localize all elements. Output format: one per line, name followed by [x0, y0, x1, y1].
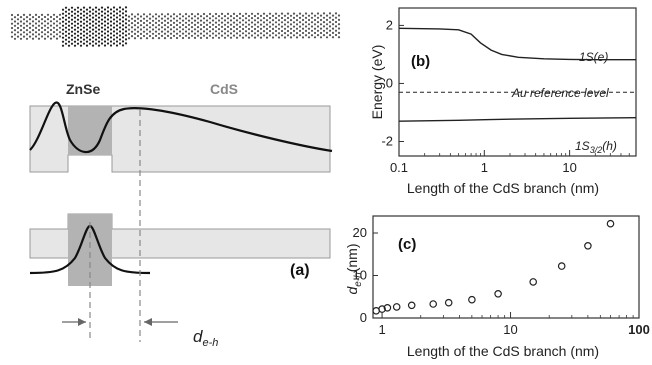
panel-c-data-point — [392, 303, 401, 311]
distance-arrow-right — [144, 318, 178, 326]
znse-zone-label: ZnSe — [66, 81, 100, 97]
panel-c-data-point — [557, 262, 566, 270]
panel-c-xlabel: Length of the CdS branch (nm) — [407, 343, 599, 359]
panel-c-xtick-label: 1 — [378, 322, 385, 337]
panel-c-data-point — [494, 289, 502, 298]
series-1se-curve — [398, 27, 636, 61]
cds-zone-label: CdS — [210, 81, 238, 97]
panel-c-data-point — [468, 295, 476, 304]
panel-b-ticks — [398, 24, 630, 156]
panel-b-label: (b) — [411, 53, 430, 70]
panel-b-ytick-label: 0 — [386, 75, 393, 90]
panel-c-ytick-label: 20 — [353, 225, 367, 240]
panel-b-curves — [398, 27, 637, 122]
panel-c-data-point — [407, 301, 416, 310]
panel-b-xtick-label: 10 — [562, 160, 576, 175]
panel-c-ylabel-sub: e-h — [353, 272, 364, 287]
electron-wavefunction — [29, 101, 333, 154]
panel-b-xlabel: Length of the CdS branch (nm) — [407, 180, 599, 196]
panel-b-h-label-sub: 3/2 — [590, 145, 603, 155]
panel-b-h-label-tail: (h) — [602, 139, 617, 153]
panel-b-ytick-label: 2 — [386, 17, 393, 32]
distance-arrow-left — [62, 318, 86, 326]
panel-c-label: (c) — [398, 236, 416, 253]
panel-b-h-label: 1S3/2(h) — [575, 139, 617, 155]
panel-c-tick-labels: 1 10 100 0 10 20 — [353, 225, 650, 337]
panel-c-ticks — [373, 232, 640, 319]
panel-b-tick-labels: 0.1 1 10 2 0 -2 — [381, 17, 576, 175]
panel-c-xtick-label: 100 — [628, 322, 650, 337]
panel-c-data-point — [584, 242, 592, 250]
panel-c-data-point — [444, 298, 453, 307]
panel-c-ytick-label: 10 — [353, 268, 367, 283]
nanorod-structure — [10, 6, 341, 47]
panel-c-frame — [372, 215, 640, 319]
panel-c-data-point — [383, 303, 392, 312]
panel-c-points — [372, 219, 615, 315]
panel-c-ylabel-unit: (nm) — [344, 243, 360, 272]
panel-c-data-point — [378, 305, 386, 313]
panel-c-xtick-label: 10 — [503, 322, 517, 337]
series-1s32h-curve — [398, 117, 637, 122]
panel-b-e-label: 1S(e) — [579, 50, 608, 64]
distance-label: de-h — [193, 327, 218, 349]
panel-b-au-label: Au reference level — [511, 86, 609, 100]
panel-b-ytick-label: -2 — [381, 133, 393, 148]
panel-c-ytick-label: 0 — [360, 310, 367, 325]
panel-c-ylabel: de-h(nm) — [344, 243, 364, 294]
panel-b-frame — [398, 7, 637, 157]
panel-c-data-point — [529, 278, 538, 286]
panel-b-ylabel: Energy (eV) — [369, 45, 385, 120]
distance-label-subscript: e-h — [202, 337, 218, 349]
panel-b-xtick-label: 1 — [481, 160, 488, 175]
panel-b-xtick-label: 0.1 — [390, 160, 408, 175]
panel-c-data-point — [429, 300, 438, 308]
panel-a-label: (a) — [290, 262, 310, 279]
panel-c-data-point — [606, 219, 615, 228]
